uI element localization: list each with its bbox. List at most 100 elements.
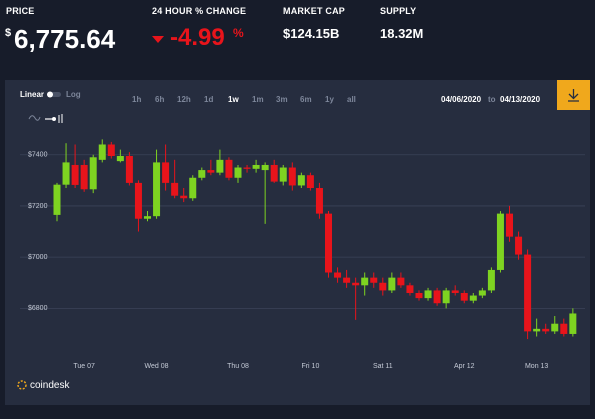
download-icon xyxy=(568,89,579,102)
candle-body xyxy=(144,216,151,219)
y-tick-label: $7400 xyxy=(28,152,48,159)
candle-body xyxy=(551,323,559,332)
candle-body xyxy=(370,277,378,283)
y-tick-label: $7000 xyxy=(28,254,48,261)
candle-body xyxy=(560,323,568,334)
candle-body xyxy=(306,175,314,189)
x-tick-label: Thu 08 xyxy=(227,363,249,370)
candle-body xyxy=(506,213,513,237)
range-button[interactable]: 6h xyxy=(155,95,165,104)
candle-body xyxy=(424,290,432,299)
candle-body xyxy=(460,292,468,301)
candle-body xyxy=(107,144,115,157)
date-from[interactable]: 04/06/2020 xyxy=(441,95,482,104)
y-tick-label: $6800 xyxy=(28,305,48,312)
candle-body xyxy=(189,177,197,199)
candle-body xyxy=(162,162,170,183)
chart-panel xyxy=(5,80,590,405)
x-tick-label: Fri 10 xyxy=(301,363,319,370)
candle-body xyxy=(62,162,70,185)
range-button[interactable]: 3m xyxy=(276,95,288,104)
candle-body xyxy=(279,167,287,182)
candle-body xyxy=(379,282,387,291)
supply: 18.32M xyxy=(380,26,424,41)
range-button[interactable]: all xyxy=(347,95,356,104)
candle-body xyxy=(261,164,269,171)
change: -4.99 xyxy=(170,24,225,51)
candle-body xyxy=(325,213,332,273)
download-button[interactable] xyxy=(557,80,590,110)
candle-body xyxy=(533,328,541,332)
candle-body xyxy=(171,182,179,196)
x-tick-label: Sat 11 xyxy=(373,363,393,370)
supply-label: SUPPLY xyxy=(380,6,417,16)
change-label: 24 HOUR % CHANGE xyxy=(152,6,247,16)
candle-body xyxy=(442,290,450,304)
range-button[interactable]: 1w xyxy=(228,95,239,104)
candle-body xyxy=(234,167,242,178)
candle-body xyxy=(207,170,215,173)
candle-body xyxy=(297,175,305,186)
y-tick-label: $7200 xyxy=(28,203,48,210)
candle-body xyxy=(116,156,124,162)
candle-body xyxy=(198,170,206,178)
candle-body xyxy=(225,159,233,178)
candle-body xyxy=(515,236,523,255)
scale-switch[interactable] xyxy=(47,91,63,99)
down-arrow xyxy=(152,36,164,43)
candle-body xyxy=(451,290,459,293)
candle-body xyxy=(352,282,360,286)
candle-body xyxy=(180,195,188,199)
candle-body xyxy=(361,277,369,286)
price-label: PRICE xyxy=(6,6,35,16)
linear-toggle[interactable]: Linear xyxy=(20,90,45,99)
candle-body xyxy=(478,290,486,296)
candle-body xyxy=(89,157,97,190)
x-tick-label: Wed 08 xyxy=(145,363,169,370)
log-toggle[interactable]: Log xyxy=(66,90,81,99)
candle-body xyxy=(334,272,342,278)
range-button[interactable]: 6m xyxy=(300,95,312,104)
price: 6,775.64 xyxy=(14,24,116,54)
range-button[interactable]: 1y xyxy=(325,95,334,104)
candle-body xyxy=(487,269,495,291)
date-to[interactable]: 04/13/2020 xyxy=(500,95,541,104)
candle-body xyxy=(153,162,161,217)
market-cap: $124.15B xyxy=(283,26,340,41)
candle-body xyxy=(343,277,351,283)
chart-style-icons[interactable] xyxy=(28,112,68,124)
candle-body xyxy=(397,277,405,286)
change-unit: % xyxy=(233,26,244,40)
candle-body xyxy=(125,156,133,183)
range-button[interactable]: 12h xyxy=(177,95,191,104)
range-button[interactable]: 1m xyxy=(252,95,264,104)
candle-body xyxy=(80,164,88,190)
brand: coindesk xyxy=(17,380,70,391)
x-tick-label: Apr 12 xyxy=(454,363,475,370)
candle-body xyxy=(388,277,396,291)
candle-body xyxy=(270,164,278,182)
candle-body xyxy=(71,164,79,185)
candle-body xyxy=(288,167,296,186)
candle-body xyxy=(243,167,251,169)
date-to-word: to xyxy=(488,95,496,104)
candle-body xyxy=(134,182,142,219)
x-tick-label: Mon 13 xyxy=(525,363,548,370)
market-cap-label: MARKET CAP xyxy=(283,6,345,16)
candle-body xyxy=(569,313,577,334)
candle-body xyxy=(496,213,504,270)
candle-body xyxy=(315,188,323,214)
candle-body xyxy=(469,295,477,301)
candle-body xyxy=(415,292,423,299)
candle-body xyxy=(98,144,106,160)
candle-body xyxy=(252,164,260,169)
range-button[interactable]: 1d xyxy=(204,95,214,104)
range-button[interactable]: 1h xyxy=(132,95,142,104)
candle-body xyxy=(542,328,550,332)
candle-body xyxy=(524,254,532,332)
candle-body xyxy=(433,290,441,304)
currency: $ xyxy=(5,27,12,39)
brand-name: coindesk xyxy=(30,380,70,391)
